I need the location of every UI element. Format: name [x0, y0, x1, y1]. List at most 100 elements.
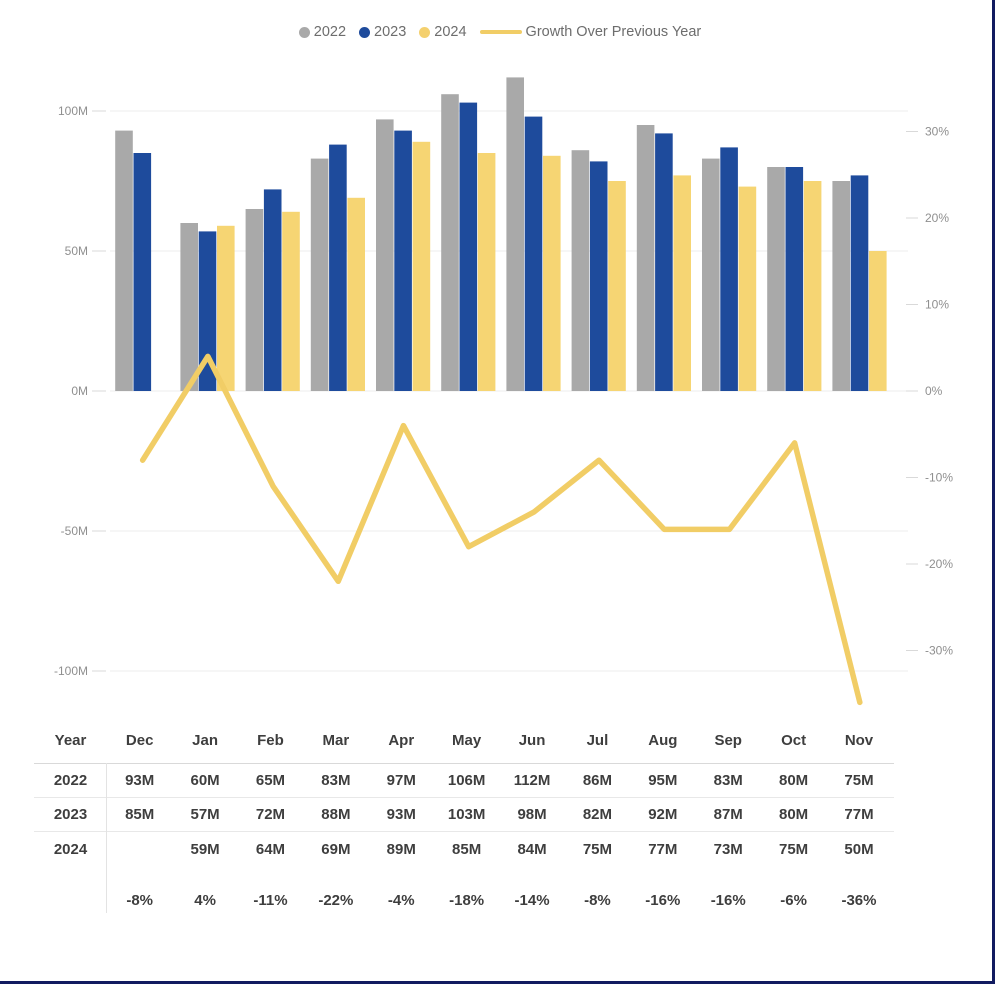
legend-item-2023[interactable]: 2023	[359, 24, 406, 40]
bar-2022-aug[interactable]	[636, 125, 655, 391]
bar-2024-sep[interactable]	[738, 186, 757, 391]
table-cell[interactable]: 93M	[386, 806, 416, 823]
bar-2022-may[interactable]	[441, 94, 459, 391]
bar-2022-sep[interactable]	[702, 158, 720, 391]
table-header-month[interactable]: Jan	[192, 732, 219, 749]
table-cell[interactable]: 77M	[648, 840, 678, 858]
table-header-month[interactable]: May	[452, 732, 482, 749]
table-header-month[interactable]: Jun	[518, 732, 546, 749]
bar-2024-nov[interactable]	[869, 251, 887, 391]
legend-item-growth-over-previous-year[interactable]: Growth Over Previous Year	[479, 24, 701, 40]
bar-2022-apr[interactable]	[376, 119, 394, 392]
table-cell[interactable]: 88M	[321, 806, 351, 823]
table-cell[interactable]: 64M	[255, 840, 286, 858]
table-cell[interactable]: 84M	[517, 840, 547, 858]
bar-2024-jul[interactable]	[608, 181, 626, 391]
table-cell[interactable]: 93M	[125, 772, 155, 789]
bar-2022-nov[interactable]	[832, 181, 850, 391]
bar-2022-oct[interactable]	[767, 167, 785, 391]
table-header-year[interactable]: Year	[54, 732, 87, 749]
table-cell[interactable]: 95M	[648, 772, 678, 789]
table-header-month[interactable]: Feb	[257, 732, 284, 749]
table-growth-cell[interactable]: 4%	[194, 891, 216, 909]
table-header-month[interactable]: Dec	[125, 732, 154, 749]
table-cell[interactable]: 112M	[513, 772, 551, 789]
bar-2022-jul[interactable]	[571, 150, 590, 391]
bar-2023-nov[interactable]	[850, 175, 869, 391]
table-header-month[interactable]: Jul	[586, 732, 609, 749]
table-growth-cell[interactable]: -18%	[449, 891, 485, 909]
table-cell[interactable]: 85M	[125, 806, 155, 823]
table-cell[interactable]: 75M	[844, 772, 874, 789]
bar-2022-jun[interactable]	[506, 77, 524, 392]
table-cell[interactable]: 75M	[582, 840, 613, 858]
table-growth-cell[interactable]: -14%	[514, 891, 550, 909]
table-cell[interactable]: 92M	[648, 806, 678, 823]
table-cell[interactable]: 82M	[582, 806, 613, 823]
table-growth-cell[interactable]: -8%	[584, 891, 611, 909]
table-cell[interactable]: 75M	[779, 840, 809, 858]
table-header-month[interactable]: Nov	[844, 732, 874, 749]
bar-2024-mar[interactable]	[347, 197, 365, 391]
table-row-label[interactable]: 2024	[53, 840, 88, 858]
table-cell[interactable]: 69M	[321, 840, 351, 858]
table-growth-cell[interactable]: -8%	[126, 891, 154, 909]
bar-2023-oct[interactable]	[785, 167, 804, 391]
bar-2023-mar[interactable]	[329, 144, 347, 391]
bar-2024-jun[interactable]	[543, 155, 561, 391]
table-cell[interactable]: 65M	[255, 772, 286, 789]
table-growth-cell[interactable]: -4%	[387, 891, 415, 909]
table-growth-cell[interactable]: -11%	[253, 891, 288, 909]
table-growth-cell[interactable]: -16%	[710, 891, 746, 909]
bar-2023-sep[interactable]	[720, 147, 738, 391]
table-header-month[interactable]: Sep	[714, 732, 742, 749]
table-growth-cell[interactable]: -16%	[645, 891, 681, 909]
bar-2023-jan[interactable]	[198, 231, 217, 391]
bar-2023-dec[interactable]	[133, 153, 152, 391]
table-cell[interactable]: 86M	[582, 772, 613, 789]
table-cell[interactable]: 59M	[190, 840, 220, 858]
table-cell[interactable]: 60M	[190, 772, 220, 789]
table-cell[interactable]: 98M	[517, 806, 547, 823]
table-header-month[interactable]: Oct	[781, 732, 807, 749]
combo-chart[interactable]: 100M 50M 0M -50M -100M 30% 20% 10% 0% -10% -20% -30…	[0, 0, 1000, 716]
table-header-month[interactable]: Apr	[388, 732, 415, 749]
table-growth-cell[interactable]: -6%	[780, 891, 807, 909]
table-cell[interactable]: 89M	[386, 840, 416, 858]
bar-2024-feb[interactable]	[282, 211, 300, 391]
legend-item-2022[interactable]: 2022	[298, 24, 346, 40]
table-cell[interactable]: 80M	[779, 772, 809, 789]
table-cell[interactable]: 106M	[447, 772, 486, 789]
table-row-label[interactable]: 2023	[53, 806, 88, 823]
table-cell[interactable]: 80M	[779, 806, 809, 823]
table-cell[interactable]: 87M	[713, 806, 743, 823]
bar-2023-feb[interactable]	[263, 189, 282, 391]
bar-2023-jul[interactable]	[589, 161, 608, 391]
bar-2022-mar[interactable]	[310, 158, 329, 391]
growth-line[interactable]	[139, 353, 863, 706]
table-cell[interactable]: 50M	[844, 840, 874, 858]
table-growth-cell[interactable]: -36%	[841, 891, 877, 909]
table-cell[interactable]: 83M	[321, 772, 351, 789]
bar-2024-apr[interactable]	[412, 141, 431, 391]
bar-2024-jan[interactable]	[217, 225, 235, 391]
table-cell[interactable]: 72M	[255, 806, 286, 823]
table-cell[interactable]: 77M	[844, 806, 874, 823]
bar-2024-may[interactable]	[477, 153, 496, 391]
bar-2023-apr[interactable]	[394, 130, 412, 391]
bar-2024-aug[interactable]	[673, 175, 691, 391]
bar-2024-oct[interactable]	[803, 181, 822, 391]
table-growth-cell[interactable]: -22%	[318, 891, 354, 909]
bar-2023-jun[interactable]	[524, 116, 543, 391]
bar-2022-jan[interactable]	[180, 223, 198, 391]
table-cell[interactable]: 57M	[190, 806, 220, 823]
table-header-month[interactable]: Aug	[648, 732, 678, 749]
table-cell[interactable]: 85M	[452, 840, 482, 858]
table-header-month[interactable]: Mar	[322, 732, 350, 749]
bar-2023-may[interactable]	[459, 102, 478, 391]
table-cell[interactable]: 83M	[713, 772, 743, 789]
table-cell[interactable]: 97M	[386, 772, 416, 789]
bar-2023-aug[interactable]	[655, 133, 673, 391]
table-cell[interactable]: 103M	[447, 806, 486, 823]
table-row-label[interactable]: 2022	[53, 772, 88, 789]
